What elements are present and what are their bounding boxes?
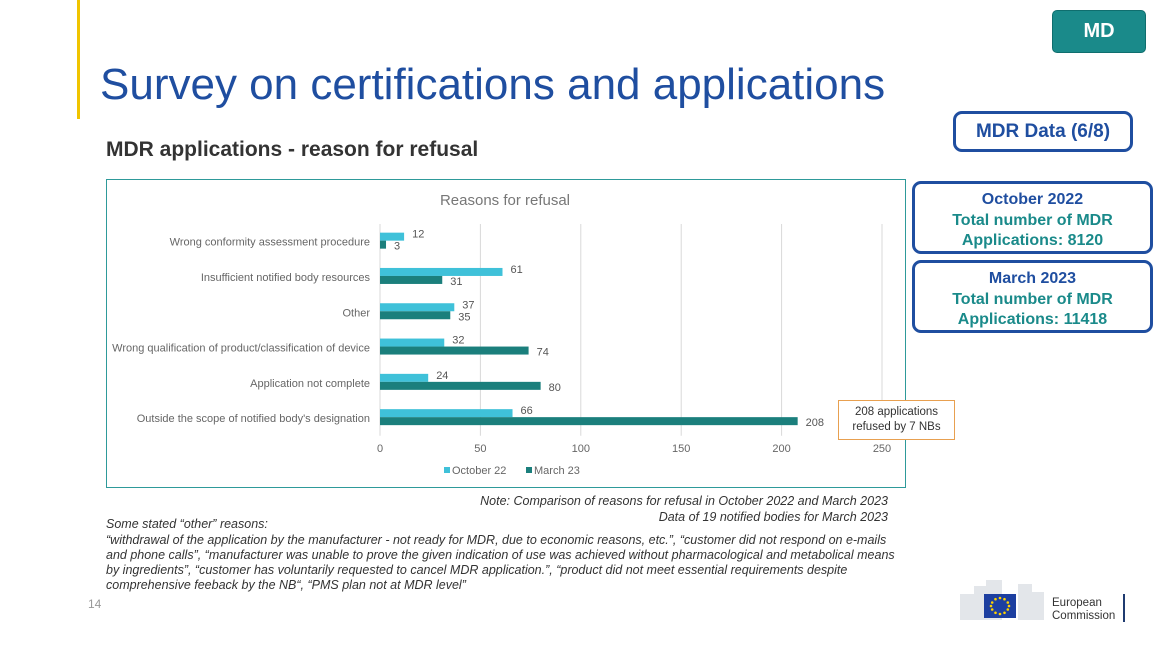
logo-text: European Commission <box>1052 597 1115 623</box>
annotation-callout: 208 applications refused by 7 NBs <box>838 400 955 440</box>
stat-period: October 2022 <box>981 191 1084 208</box>
stat-period: March 2023 <box>988 270 1077 287</box>
data-source-note: Data of 19 notified bodies for March 202… <box>658 510 888 524</box>
bar <box>380 275 443 284</box>
data-badge: MDR Data (6/8) <box>953 111 1133 152</box>
category-label: Wrong conformity assessment procedure <box>170 237 370 249</box>
x-tick-label: 100 <box>572 443 590 455</box>
other-reasons-text: “withdrawal of the application by the ma… <box>106 533 895 592</box>
logo-line: Commission <box>1052 610 1116 622</box>
bar <box>380 417 798 426</box>
callout-line: 208 applications <box>854 406 939 418</box>
bar <box>380 338 445 347</box>
x-tick-label: 50 <box>474 443 486 455</box>
data-label: 61 <box>510 264 522 276</box>
bar <box>380 240 387 249</box>
stat-label: Total number of MDR <box>952 211 1113 229</box>
bar <box>380 303 455 312</box>
x-tick-label: 250 <box>873 443 891 455</box>
stat-label: Total number of MDR <box>952 290 1113 308</box>
bar <box>380 232 405 241</box>
stat-value: Applications: 11418 <box>957 311 1108 328</box>
legend-label: March 23 <box>534 465 580 477</box>
category-label: Outside the scope of notified body's des… <box>137 413 370 425</box>
data-label: 31 <box>450 276 462 288</box>
category-label: Wrong qualification of product/classific… <box>112 343 370 355</box>
legend-swatch <box>444 467 450 473</box>
accent-bar <box>77 0 80 119</box>
legend-swatch <box>526 467 532 473</box>
data-label: 3 <box>394 241 400 253</box>
category-label: Insufficient notified body resources <box>201 272 371 284</box>
bar <box>380 409 513 418</box>
bar <box>380 381 541 390</box>
data-label: 208 <box>806 417 824 429</box>
other-reasons-title: Some stated “other” reasons: <box>106 517 268 531</box>
chart-frame <box>106 179 906 488</box>
callout-line: refused by 7 NBs <box>852 421 941 433</box>
bar <box>380 311 451 320</box>
chart-title: Reasons for refusal <box>440 192 570 209</box>
comparison-note: Note: Comparison of reasons for refusal … <box>480 494 888 508</box>
category-label: Other <box>342 307 370 319</box>
page-title: Survey on certifications and application… <box>100 60 886 109</box>
data-label: 37 <box>462 299 474 311</box>
data-label: 74 <box>537 347 549 359</box>
logo-line: European <box>1052 597 1102 609</box>
stat-value: Applications: 8120 <box>961 232 1104 249</box>
data-label: 24 <box>436 370 448 382</box>
bar <box>380 346 529 355</box>
refusal-reasons-chart: Reasons for refusal 0 50 100 150 200 250 Wrong … <box>112 192 891 477</box>
logo-divider <box>1123 594 1125 622</box>
european-commission-logo-icon <box>960 580 1044 620</box>
section-tag: MD <box>1052 10 1146 53</box>
x-tick-label: 0 <box>377 443 383 455</box>
data-label: 32 <box>452 335 464 347</box>
chart-subtitle: MDR applications - reason for refusal <box>106 138 479 161</box>
bar <box>380 267 503 276</box>
stat-box-october: October 2022 Total number of MDR Applica… <box>912 181 1153 254</box>
data-label: 35 <box>458 311 470 323</box>
category-label: Application not complete <box>250 378 370 390</box>
x-tick-label: 200 <box>772 443 790 455</box>
data-label: 66 <box>521 405 533 417</box>
data-label: 12 <box>412 229 424 241</box>
x-tick-label: 150 <box>672 443 690 455</box>
page-number: 14 <box>88 597 102 611</box>
bar <box>380 373 429 382</box>
data-label: 80 <box>549 382 561 394</box>
legend-label: October 22 <box>452 465 506 477</box>
stat-box-march: March 2023 Total number of MDR Applicati… <box>912 260 1153 333</box>
